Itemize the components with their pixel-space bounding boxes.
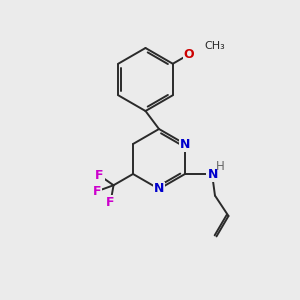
- Text: H: H: [216, 160, 225, 173]
- Text: O: O: [184, 48, 194, 61]
- Text: F: F: [106, 196, 115, 209]
- Text: N: N: [154, 182, 164, 196]
- Text: F: F: [95, 169, 103, 182]
- Text: N: N: [180, 137, 190, 151]
- Text: N: N: [207, 167, 218, 181]
- Text: CH₃: CH₃: [205, 41, 225, 51]
- Text: F: F: [93, 185, 101, 198]
